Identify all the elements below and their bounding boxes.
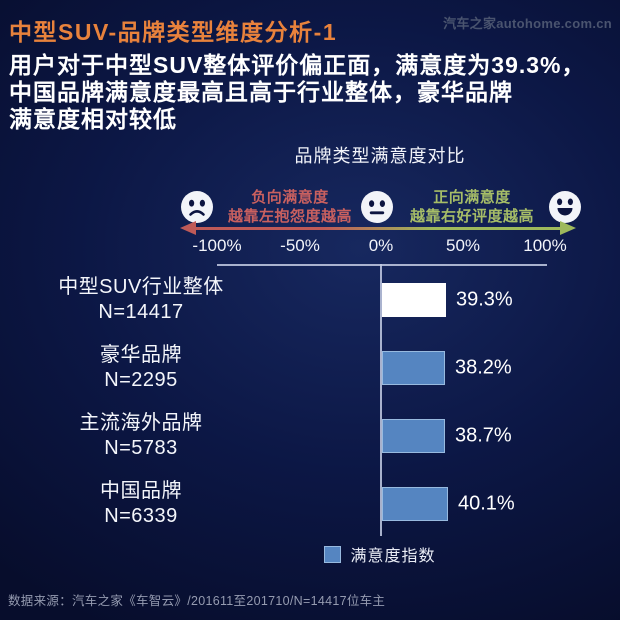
positive-direction-label: 正向满意度 越靠右好评度越高 bbox=[404, 188, 540, 226]
chart-title: 品牌类型满意度对比 bbox=[294, 146, 466, 166]
bar-value: 40.1% bbox=[458, 492, 515, 515]
negative-direction-label: 负向满意度 越靠左抱怨度越高 bbox=[222, 188, 358, 226]
row-label: 中国品牌 N=6339 bbox=[35, 479, 247, 529]
axis-tick: -100% bbox=[192, 236, 242, 255]
row-label-n: N=5783 bbox=[104, 437, 178, 459]
legend-swatch-icon bbox=[324, 545, 342, 563]
axis-ticks: -100% -50% 0% 50% 100% bbox=[0, 236, 620, 258]
axis-tick: 0% bbox=[368, 236, 394, 255]
arrow-left-icon bbox=[180, 221, 196, 235]
row-label: 豪华品牌 N=2295 bbox=[35, 343, 247, 393]
negative-label-line-2: 越靠左抱怨度越高 bbox=[227, 208, 352, 225]
sentiment-arrow bbox=[195, 227, 561, 230]
chart-top-line bbox=[217, 264, 547, 266]
chart-legend: 满意度指数 bbox=[140, 542, 620, 566]
bar bbox=[382, 419, 445, 453]
bar-value: 38.7% bbox=[455, 424, 512, 447]
row-label: 中型SUV行业整体 N=14417 bbox=[35, 275, 247, 325]
bar-row: 中型SUV行业整体 N=14417 39.3% bbox=[0, 266, 620, 334]
bar-value: 39.3% bbox=[456, 288, 513, 311]
row-label-name: 中型SUV行业整体 bbox=[58, 276, 224, 298]
row-label-name: 中国品牌 bbox=[100, 480, 182, 502]
bar-rows: 中型SUV行业整体 N=14417 39.3% 豪华品牌 N=2295 38.2… bbox=[0, 266, 620, 538]
row-label-n: N=6339 bbox=[104, 505, 178, 527]
summary-line-2: 中国品牌满意度最高且高于行业整体，豪华品牌 bbox=[9, 79, 513, 105]
positive-label-line-2: 越靠右好评度越高 bbox=[409, 208, 534, 225]
arrow-right-icon bbox=[560, 221, 576, 235]
bar bbox=[382, 351, 445, 385]
summary-line-3: 满意度相对较低 bbox=[9, 106, 177, 132]
axis-tick: -50% bbox=[280, 236, 320, 255]
row-label-n: N=2295 bbox=[104, 369, 178, 391]
sad-face-icon bbox=[181, 191, 213, 223]
row-label: 主流海外品牌 N=5783 bbox=[35, 411, 247, 461]
autohome-logo: 汽车之家autohome.com.cn bbox=[443, 16, 612, 31]
page-title: 中型SUV-品牌类型维度分析-1 bbox=[9, 19, 338, 45]
bar-value: 38.2% bbox=[455, 356, 512, 379]
bar-row: 中国品牌 N=6339 40.1% bbox=[0, 470, 620, 538]
positive-label-line-1: 正向满意度 bbox=[433, 189, 511, 206]
zero-axis-line bbox=[380, 264, 382, 536]
summary-line-1: 用户对于中型SUV整体评价偏正面，满意度为39.3%， bbox=[9, 52, 586, 78]
row-label-n: N=14417 bbox=[98, 301, 184, 323]
row-label-name: 主流海外品牌 bbox=[79, 412, 203, 434]
neutral-face-icon bbox=[361, 191, 393, 223]
negative-label-line-1: 负向满意度 bbox=[251, 189, 329, 206]
bar bbox=[382, 487, 448, 521]
axis-tick: 100% bbox=[523, 236, 567, 255]
row-label-name: 豪华品牌 bbox=[100, 344, 182, 366]
data-source: 数据来源：汽车之家《车智云》/201611至201710/N=14417位车主 bbox=[8, 594, 386, 608]
axis-tick: 50% bbox=[445, 236, 481, 255]
happy-face-icon bbox=[549, 191, 581, 223]
bar-row: 豪华品牌 N=2295 38.2% bbox=[0, 334, 620, 402]
legend-label: 满意度指数 bbox=[350, 548, 436, 565]
bar-row: 主流海外品牌 N=5783 38.7% bbox=[0, 402, 620, 470]
bar bbox=[382, 283, 446, 317]
summary-text: 用户对于中型SUV整体评价偏正面，满意度为39.3%， 中国品牌满意度最高且高于… bbox=[9, 52, 615, 133]
